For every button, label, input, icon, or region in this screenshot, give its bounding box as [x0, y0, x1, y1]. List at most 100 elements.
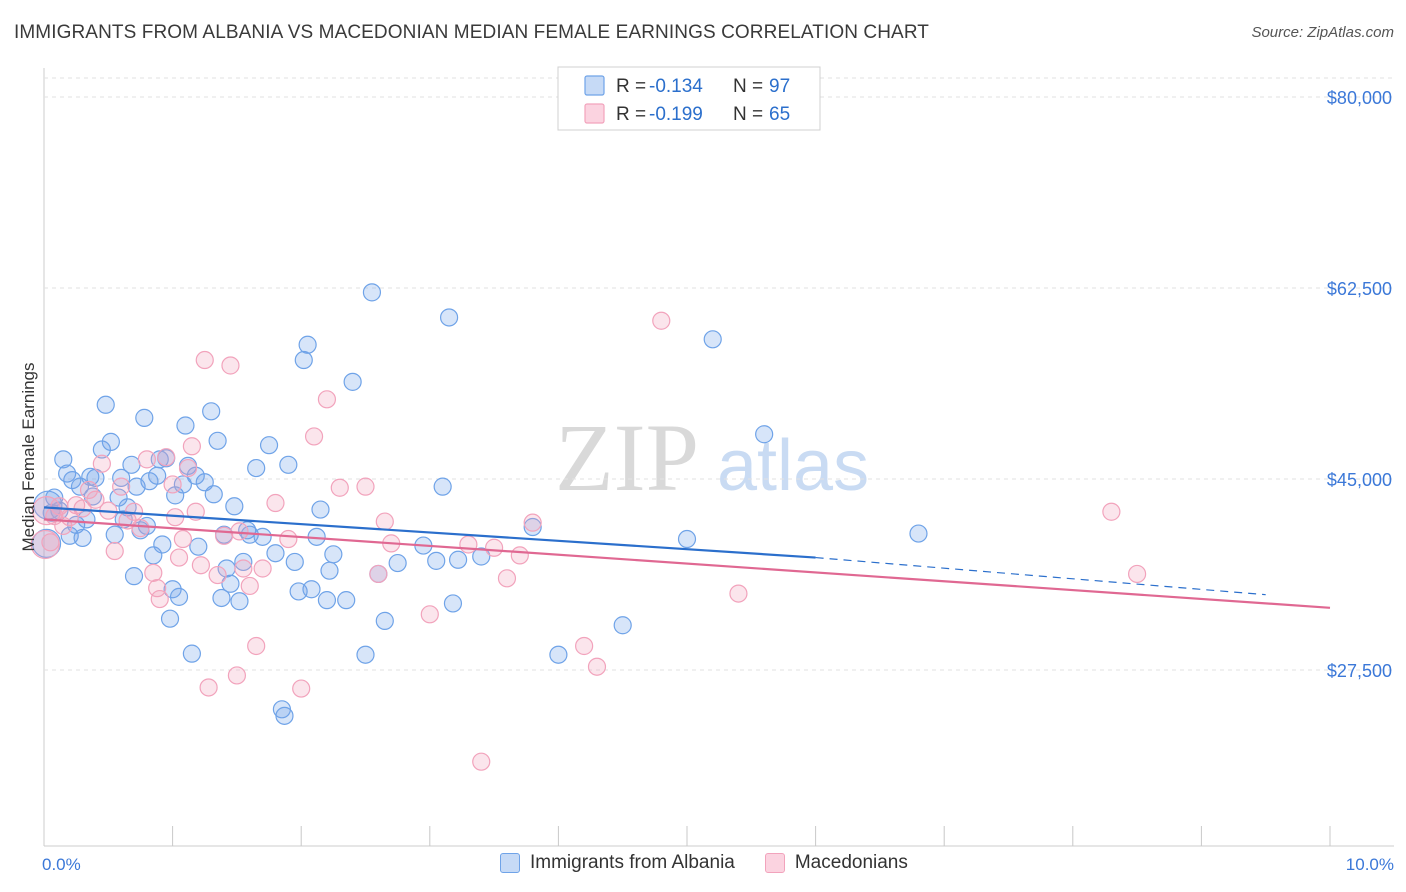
macedonian-point[interactable]: [304, 427, 324, 446]
macedonian-point[interactable]: [523, 513, 542, 532]
macedonian-point[interactable]: [178, 458, 198, 478]
albania-point[interactable]: [202, 402, 221, 421]
albania-point[interactable]: [523, 517, 542, 537]
albania-point[interactable]: [225, 497, 244, 516]
macedonian-point[interactable]: [86, 490, 105, 509]
macedonian-point[interactable]: [144, 563, 163, 582]
albania-point[interactable]: [320, 561, 339, 580]
albania-point[interactable]: [324, 545, 343, 564]
macedonian-point[interactable]: [472, 752, 491, 771]
macedonian-point[interactable]: [79, 480, 99, 500]
albania-point[interactable]: [427, 551, 446, 570]
macedonian-point[interactable]: [247, 636, 266, 656]
macedonian-point[interactable]: [369, 564, 388, 584]
albania-point[interactable]: [247, 458, 266, 478]
macedonian-point[interactable]: [182, 437, 201, 456]
macedonian-point[interactable]: [510, 546, 529, 565]
macedonian-point[interactable]: [356, 477, 375, 496]
albania-point[interactable]: [266, 544, 285, 563]
macedonian-point[interactable]: [292, 679, 311, 698]
albania-point[interactable]: [253, 527, 272, 546]
albania-point[interactable]: [356, 645, 375, 664]
albania-point[interactable]: [189, 537, 208, 556]
macedonian-point[interactable]: [587, 657, 607, 676]
macedonian-point[interactable]: [169, 548, 189, 567]
macedonian-point[interactable]: [148, 579, 167, 598]
albania-point[interactable]: [703, 330, 722, 349]
macedonian-point[interactable]: [163, 475, 182, 494]
albania-point[interactable]: [439, 308, 459, 327]
albania-point[interactable]: [173, 475, 192, 494]
albania-point[interactable]: [613, 616, 632, 635]
albania-point[interactable]: [549, 645, 568, 664]
albania-point[interactable]: [160, 609, 180, 628]
macedonian-point[interactable]: [459, 535, 478, 554]
macedonian-point[interactable]: [497, 569, 517, 588]
macedonian-point[interactable]: [30, 529, 60, 560]
macedonian-point[interactable]: [1102, 502, 1121, 521]
albania-point[interactable]: [362, 283, 382, 302]
macedonian-point[interactable]: [375, 512, 394, 531]
macedonian-point[interactable]: [234, 559, 253, 578]
macedonian-point[interactable]: [266, 493, 285, 513]
albania-point[interactable]: [204, 485, 223, 504]
albania-point[interactable]: [50, 501, 69, 520]
albania-point[interactable]: [176, 416, 195, 435]
albania-point[interactable]: [105, 525, 124, 544]
albania-point[interactable]: [153, 535, 172, 554]
albania-point[interactable]: [208, 431, 227, 450]
macedonian-point[interactable]: [157, 448, 176, 467]
albania-point[interactable]: [148, 466, 167, 485]
albania-point[interactable]: [909, 524, 928, 543]
macedonian-point[interactable]: [652, 311, 671, 330]
macedonian-point[interactable]: [150, 589, 169, 609]
macedonian-point[interactable]: [227, 666, 246, 685]
macedonian-point[interactable]: [195, 350, 214, 370]
albania-point[interactable]: [317, 591, 337, 610]
albania-point[interactable]: [311, 500, 330, 519]
macedonian-point[interactable]: [199, 678, 218, 697]
albania-point[interactable]: [472, 547, 491, 566]
macedonian-point[interactable]: [253, 559, 272, 578]
legend-item-macedonians[interactable]: Macedonians: [764, 852, 908, 874]
albania-point[interactable]: [135, 408, 154, 427]
albania-point[interactable]: [169, 587, 189, 606]
albania-point[interactable]: [259, 436, 279, 455]
albania-point[interactable]: [54, 450, 73, 469]
macedonian-point[interactable]: [221, 356, 240, 375]
albania-point[interactable]: [186, 466, 205, 485]
macedonian-point[interactable]: [575, 636, 594, 656]
albania-point[interactable]: [298, 335, 317, 354]
macedonian-point[interactable]: [112, 477, 131, 496]
macedonian-point[interactable]: [279, 529, 298, 549]
albania-point[interactable]: [343, 372, 362, 391]
albania-point[interactable]: [279, 455, 298, 474]
macedonian-point[interactable]: [317, 390, 337, 409]
albania-point[interactable]: [375, 611, 394, 630]
albania-point[interactable]: [294, 350, 313, 370]
albania-point[interactable]: [433, 477, 452, 496]
albania-point[interactable]: [448, 550, 468, 569]
albania-point[interactable]: [96, 395, 115, 414]
albania-point[interactable]: [124, 567, 144, 586]
albania-point[interactable]: [275, 706, 294, 725]
albania-point[interactable]: [443, 594, 463, 613]
legend-item-albania[interactable]: Immigrants from Albania: [500, 852, 735, 874]
macedonian-point[interactable]: [214, 526, 234, 545]
albania-point[interactable]: [302, 580, 321, 599]
albania-point[interactable]: [182, 644, 201, 663]
macedonian-point[interactable]: [208, 565, 227, 585]
albania-point[interactable]: [388, 553, 407, 573]
albania-point[interactable]: [234, 552, 253, 572]
macedonian-point[interactable]: [191, 556, 210, 575]
macedonian-point[interactable]: [729, 584, 748, 603]
albania-point[interactable]: [755, 425, 774, 444]
albania-point[interactable]: [230, 592, 249, 611]
macedonian-point[interactable]: [173, 529, 192, 549]
macedonian-point[interactable]: [485, 538, 504, 557]
macedonian-point[interactable]: [420, 605, 439, 624]
macedonian-point[interactable]: [240, 576, 259, 596]
albania-point[interactable]: [285, 552, 304, 572]
albania-point[interactable]: [221, 574, 240, 593]
macedonian-point[interactable]: [330, 478, 349, 497]
